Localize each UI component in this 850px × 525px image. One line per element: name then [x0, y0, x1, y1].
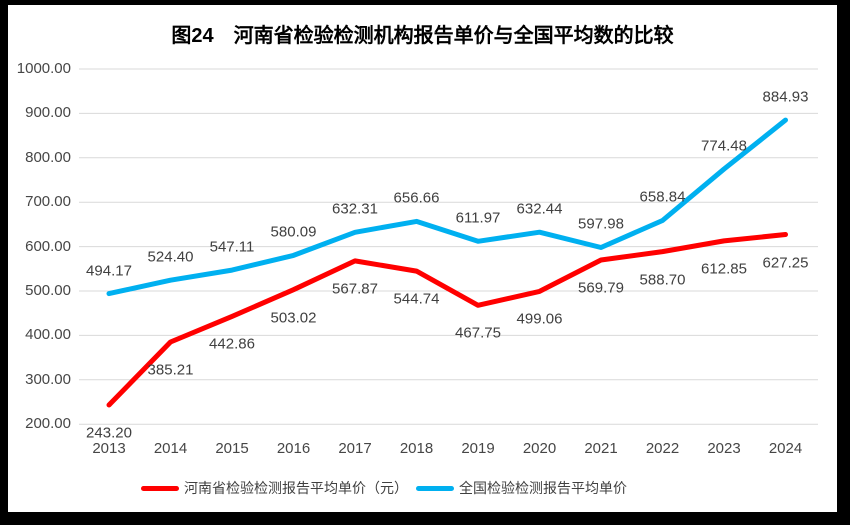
- data-label: 588.70: [639, 271, 686, 289]
- data-label: 597.98: [578, 215, 624, 233]
- x-axis-label: 2018: [399, 440, 434, 457]
- series-line: [106, 117, 788, 297]
- data-label: 632.44: [516, 200, 563, 218]
- y-axis-tick-label: 700.00: [25, 193, 71, 211]
- data-label: 580.09: [270, 223, 317, 241]
- y-axis-tick-label: 500.00: [25, 282, 71, 299]
- data-label: 547.11: [209, 238, 255, 256]
- legend-label: 河南省检验检测报告平均单价（元）: [184, 480, 408, 496]
- legend: 河南省检验检测报告平均单价（元） 全国检验检测报告平均单价: [141, 478, 627, 498]
- y-axis-tick-label: 400.00: [25, 326, 71, 344]
- plot-area: 1000.00 900.00 800.00 700.00 600.00 500.00 400…: [8, 5, 837, 512]
- y-axis-tick-label: 200.00: [25, 415, 71, 433]
- x-axis-label: 2021: [584, 440, 618, 457]
- chart-title: 图24 河南省检验检测机构报告单价与全国平均数的比较: [171, 25, 674, 47]
- legend-item: 河南省检验检测报告平均单价（元）: [141, 478, 408, 498]
- data-label: 569.79: [578, 279, 624, 297]
- legend-item: 全国检验检测报告平均单价: [416, 478, 627, 498]
- x-axis-label: 2015: [215, 440, 249, 457]
- data-label: 567.87: [332, 280, 378, 298]
- data-label: 656.66: [393, 189, 440, 207]
- data-label: 524.40: [147, 248, 194, 266]
- series-line: [106, 232, 788, 408]
- y-axis-tick-label: 600.00: [25, 237, 71, 255]
- data-label: 884.93: [762, 88, 809, 106]
- chart-canvas: [79, 68, 818, 425]
- x-axis-label: 2022: [645, 440, 680, 457]
- data-label: 627.25: [762, 254, 809, 271]
- x-axis-label: 2020: [522, 440, 557, 457]
- y-axis-tick-label: 1000.00: [16, 60, 71, 77]
- data-label: 632.31: [332, 200, 378, 218]
- data-label: 658.84: [639, 188, 686, 206]
- data-label: 612.85: [701, 260, 747, 278]
- data-label: 611.97: [455, 209, 501, 227]
- y-axis-tick-label: 900.00: [25, 104, 71, 122]
- y-axis-tick-label: 300.00: [25, 370, 71, 388]
- x-axis-label: 2023: [707, 440, 741, 457]
- y-axis-tick-label: 800.00: [25, 148, 71, 166]
- data-label: 243.20: [86, 424, 132, 442]
- data-label: 499.06: [516, 310, 563, 328]
- data-label: 442.86: [209, 335, 255, 353]
- data-label: 544.74: [393, 290, 440, 308]
- x-axis-label: 2016: [276, 440, 311, 457]
- data-label: 385.21: [147, 361, 194, 379]
- x-axis-label: 2019: [461, 440, 495, 457]
- legend-label: 全国检验检测报告平均单价: [459, 480, 627, 496]
- data-label: 503.02: [270, 309, 317, 327]
- data-label: 774.48: [701, 137, 747, 155]
- x-axis-label: 2014: [153, 440, 188, 457]
- x-axis-label: 2017: [338, 440, 372, 457]
- legend-line-swatch: [416, 485, 454, 491]
- data-label: 467.75: [455, 324, 501, 342]
- legend-line-swatch: [141, 485, 179, 491]
- x-axis-label: 2013: [92, 440, 126, 457]
- x-axis-label: 2024: [768, 440, 803, 457]
- data-label: 494.17: [86, 262, 132, 280]
